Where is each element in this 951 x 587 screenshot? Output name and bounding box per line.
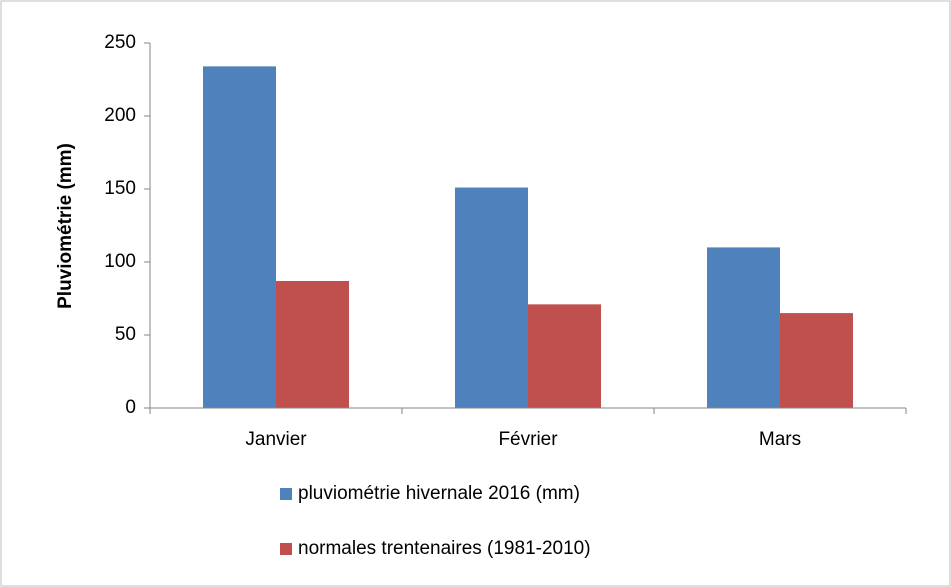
bar [780,313,853,408]
bar [455,187,528,408]
bar [203,66,276,409]
x-tick-label: Janvier [245,429,307,450]
y-tick-label: 0 [125,397,136,418]
x-tick-label: Février [498,429,558,450]
legend-label: normales trentenaires (1981-2010) [298,538,591,559]
legend-label: pluviométrie hivernale 2016 (mm) [298,483,580,504]
legend-swatch [280,488,292,500]
y-tick-label: 100 [104,251,136,272]
y-axis-label: Pluviométrie (mm) [55,143,76,309]
bar [528,304,601,408]
y-tick-label: 250 [104,32,136,53]
y-tick-label: 150 [104,178,136,199]
bar [707,247,780,408]
y-tick-label: 200 [104,105,136,126]
x-tick-label: Mars [759,429,801,450]
bar [276,280,349,408]
legend-swatch [280,543,292,555]
y-tick-label: 50 [115,324,136,345]
